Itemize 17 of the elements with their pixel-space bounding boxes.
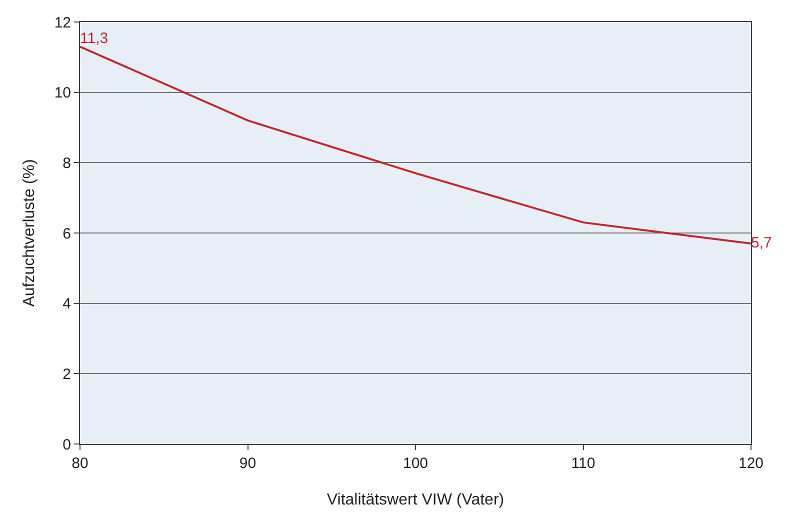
x-axis-title: Vitalitätswert VIW (Vater): [326, 492, 504, 509]
y-tick-label: 2: [62, 366, 71, 383]
data-label: 11,3: [80, 30, 108, 47]
x-tick-label: 110: [571, 455, 596, 472]
y-tick-label: 0: [62, 436, 71, 454]
y-tick-label: 8: [62, 154, 71, 172]
y-tick-label: 6: [62, 225, 71, 242]
y-tick-label: 4: [62, 296, 71, 313]
y-axis-title: Aufzuchtverluste (%): [21, 159, 38, 307]
x-tick-label: 100: [402, 455, 428, 472]
x-tick-label: 90: [239, 455, 256, 472]
x-tick-label: 120: [738, 455, 764, 472]
data-label: 5,7: [751, 234, 772, 252]
x-tick-label: 80: [72, 455, 88, 472]
line-series: [80, 46, 751, 245]
y-tick-label: 12: [54, 14, 71, 32]
y-tick-label: 10: [54, 84, 71, 102]
